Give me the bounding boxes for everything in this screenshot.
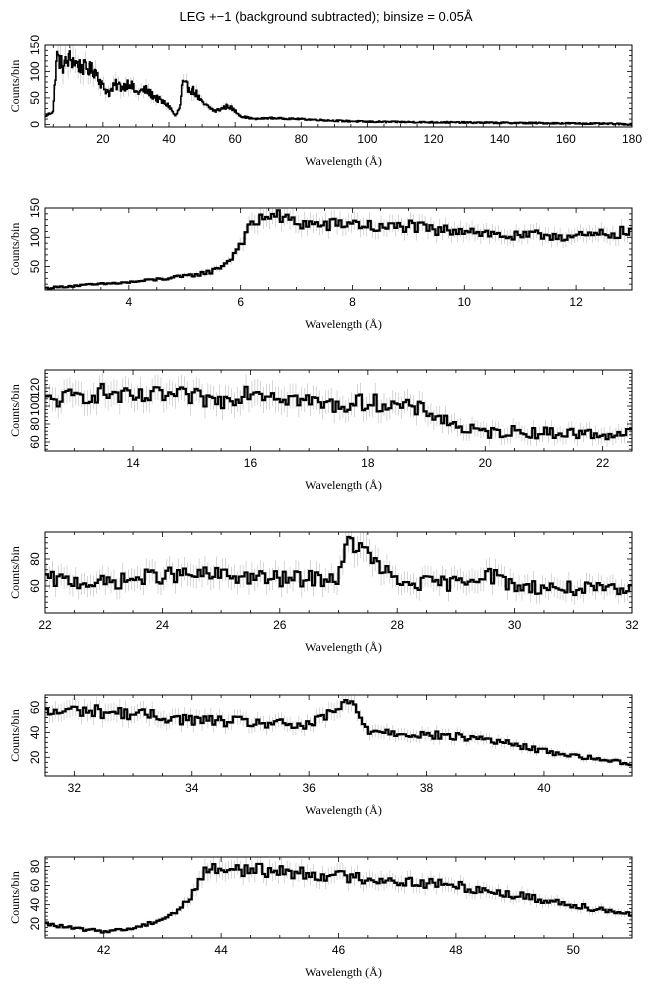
y-axis-label: Counts/bin xyxy=(8,60,22,113)
y-tick-label: 80 xyxy=(28,860,42,874)
x-tick-label: 38 xyxy=(420,781,434,795)
y-tick-label: 0 xyxy=(28,121,42,128)
series-line xyxy=(45,698,632,767)
chart-panel-2: 4 6 8 10 12 50 100 150 Wavelength (Å) Counts/bin xyxy=(8,198,633,331)
x-axis-label: Wavelength (Å) xyxy=(305,640,382,654)
y-tick-label: 60 xyxy=(28,579,42,593)
series-line xyxy=(45,209,632,290)
series-line xyxy=(45,862,632,934)
plot-frame xyxy=(44,856,633,939)
x-tick-label: 40 xyxy=(162,132,176,146)
x-axis-label: Wavelength (Å) xyxy=(305,965,382,979)
x-tick-label: 10 xyxy=(458,295,472,309)
x-tick-label: 16 xyxy=(244,456,258,470)
chart-panel-6: 42 44 46 48 50 20 40 60 80 Wavelength (Å) Counts/b… xyxy=(8,856,633,979)
plot-frame xyxy=(44,369,633,452)
y-tick-label: 60 xyxy=(28,879,42,893)
y-tick-label: 50 xyxy=(28,91,42,105)
chart-panel-1: 20 40 60 80 100 120 140 160 180 0 50 100 150 Waveleng… xyxy=(8,35,642,168)
y-tick-label: 80 xyxy=(28,417,42,431)
x-tick-label: 22 xyxy=(596,456,610,470)
error-bars xyxy=(46,208,631,290)
x-tick-label: 22 xyxy=(38,618,52,632)
x-axis-label: Wavelength (Å) xyxy=(305,317,382,331)
y-tick-label: 150 xyxy=(28,35,42,55)
x-tick-label: 120 xyxy=(424,132,444,146)
y-axis-label: Counts/bin xyxy=(8,384,22,437)
x-tick-label: 34 xyxy=(185,781,199,795)
x-axis-label: Wavelength (Å) xyxy=(305,154,382,168)
y-tick-label: 40 xyxy=(28,725,42,739)
y-tick-label: 60 xyxy=(28,435,42,449)
y-tick-label: 20 xyxy=(28,917,42,931)
x-tick-label: 32 xyxy=(68,781,82,795)
x-tick-label: 80 xyxy=(295,132,309,146)
x-tick-label: 36 xyxy=(302,781,316,795)
y-tick-label: 150 xyxy=(28,198,42,218)
y-tick-label: 100 xyxy=(28,227,42,247)
x-tick-label: 26 xyxy=(273,618,287,632)
x-tick-label: 30 xyxy=(508,618,522,632)
series-line xyxy=(45,382,632,441)
x-tick-label: 46 xyxy=(332,943,346,957)
series-line xyxy=(45,50,632,126)
chart-panel-4: 22 24 26 28 30 32 60 80 Wavelength (Å) Counts/bin xyxy=(8,531,639,654)
y-axis-label: Counts/bin xyxy=(8,871,22,924)
x-tick-label: 8 xyxy=(349,295,356,309)
x-tick-label: 40 xyxy=(537,781,551,795)
x-tick-label: 4 xyxy=(126,295,133,309)
x-axis-label: Wavelength (Å) xyxy=(305,803,382,817)
y-axis-label: Counts/bin xyxy=(8,223,22,276)
plot-frame xyxy=(44,44,633,128)
series-line xyxy=(45,535,632,597)
x-tick-label: 32 xyxy=(625,618,639,632)
chart-panel-5: 32 34 36 38 40 20 40 60 Wavelength (Å) Counts/bin xyxy=(8,694,633,817)
x-axis-label: Wavelength (Å) xyxy=(305,478,382,492)
y-tick-label: 20 xyxy=(28,750,42,764)
error-bars xyxy=(46,857,631,935)
x-tick-label: 24 xyxy=(156,618,170,632)
y-tick-label: 50 xyxy=(28,260,42,274)
y-tick-label: 100 xyxy=(28,396,42,416)
x-tick-label: 18 xyxy=(361,456,375,470)
y-tick-label: 100 xyxy=(28,61,42,81)
y-axis-label: Counts/bin xyxy=(8,546,22,599)
plot-frame xyxy=(44,694,633,777)
x-tick-label: 42 xyxy=(97,943,111,957)
x-tick-label: 12 xyxy=(569,295,583,309)
x-tick-label: 60 xyxy=(228,132,242,146)
x-tick-label: 180 xyxy=(622,132,642,146)
x-tick-label: 28 xyxy=(391,618,405,632)
y-tick-label: 40 xyxy=(28,898,42,912)
x-tick-label: 20 xyxy=(479,456,493,470)
x-tick-label: 20 xyxy=(96,132,110,146)
x-tick-label: 44 xyxy=(214,943,228,957)
x-tick-label: 48 xyxy=(449,943,463,957)
x-tick-label: 140 xyxy=(490,132,510,146)
x-tick-label: 160 xyxy=(556,132,576,146)
x-tick-label: 50 xyxy=(567,943,581,957)
x-tick-label: 100 xyxy=(357,132,377,146)
y-axis-label: Counts/bin xyxy=(8,709,22,762)
y-tick-label: 120 xyxy=(28,378,42,398)
y-tick-label: 60 xyxy=(28,700,42,714)
y-tick-label: 80 xyxy=(28,552,42,566)
x-tick-label: 6 xyxy=(237,295,244,309)
page-title: LEG +−1 (background subtracted); binsize… xyxy=(179,9,473,24)
x-tick-label: 14 xyxy=(126,456,140,470)
error-bars xyxy=(46,695,631,768)
